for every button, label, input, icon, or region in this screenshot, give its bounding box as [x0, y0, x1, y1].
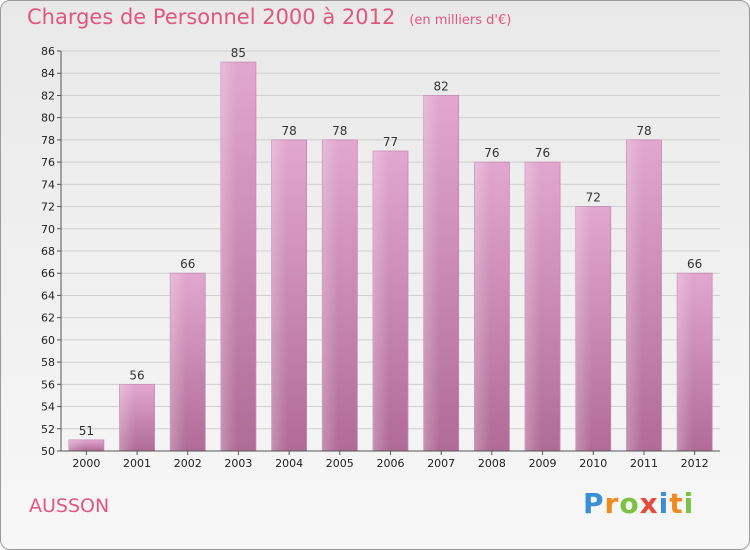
y-tick-label: 64 [41, 289, 55, 302]
bar-highlight [575, 206, 592, 451]
bar-highlight [119, 384, 136, 451]
data-label: 78 [332, 124, 347, 138]
y-tick-label: 72 [41, 201, 55, 214]
bar-highlight [474, 162, 491, 451]
data-label: 66 [687, 257, 702, 271]
y-tick-label: 84 [41, 67, 55, 80]
logo-letter: i [683, 487, 695, 520]
logo-letter: t [669, 487, 684, 520]
x-tick-label: 2006 [377, 457, 405, 470]
bar-highlight [677, 273, 693, 451]
chart-title-text: Charges de Personnel 2000 à 2012 [27, 5, 396, 29]
data-label: 72 [586, 191, 601, 205]
bar-highlight [68, 439, 85, 451]
bar-highlight [525, 162, 541, 451]
y-tick-label: 62 [41, 312, 55, 325]
y-tick-label: 76 [41, 156, 55, 169]
bar-highlight [271, 139, 288, 451]
y-tick-label: 80 [41, 112, 55, 125]
y-tick-label: 52 [41, 423, 55, 436]
y-tick-label: 74 [41, 178, 55, 191]
commune-name: AUSSON [29, 495, 110, 517]
x-tick-label: 2000 [72, 457, 100, 470]
x-tick-label: 2009 [529, 457, 557, 470]
logo-letter: o [619, 487, 640, 520]
bar-highlight [373, 151, 389, 451]
data-label: 78 [281, 124, 296, 138]
data-label: 66 [180, 257, 195, 271]
x-tick-label: 2004 [275, 457, 303, 470]
x-tick-label: 2003 [224, 457, 252, 470]
bar-highlight [626, 139, 643, 451]
bar-highlight [322, 139, 339, 451]
y-tick-label: 56 [41, 378, 55, 391]
y-tick-label: 66 [41, 267, 55, 280]
data-label: 77 [383, 135, 398, 149]
x-tick-label: 2002 [174, 457, 202, 470]
x-tick-label: 2008 [478, 457, 506, 470]
logo-letter: x [639, 487, 659, 520]
logo-letter: r [604, 487, 620, 520]
bar-highlight [170, 273, 186, 451]
y-tick-label: 58 [41, 356, 55, 369]
y-tick-label: 86 [41, 45, 55, 58]
y-tick-label: 82 [41, 89, 55, 102]
data-label: 51 [79, 424, 94, 438]
chart-unit: (en milliers d'€) [409, 13, 512, 28]
x-tick-label: 2007 [427, 457, 455, 470]
bar-highlight [220, 62, 237, 451]
data-label: 82 [434, 79, 449, 93]
y-tick-label: 50 [41, 445, 55, 458]
bar-highlight [423, 95, 440, 451]
logo-letter: P [583, 487, 605, 520]
x-tick-label: 2001 [123, 457, 151, 470]
logo-letter: i [658, 487, 670, 520]
x-tick-label: 2005 [326, 457, 354, 470]
x-tick-label: 2010 [579, 457, 607, 470]
data-label: 85 [231, 46, 246, 60]
y-tick-label: 68 [41, 245, 55, 258]
proxiti-logo: Proxiti [583, 487, 694, 520]
data-label: 76 [535, 146, 550, 160]
chart-title: Charges de Personnel 2000 à 2012 (en mill… [27, 5, 511, 29]
data-label: 56 [129, 368, 144, 382]
y-tick-label: 70 [41, 223, 55, 236]
y-tick-label: 60 [41, 334, 55, 347]
x-tick-label: 2012 [681, 457, 709, 470]
y-tick-label: 54 [41, 401, 55, 414]
y-tick-label: 78 [41, 134, 55, 147]
data-label: 78 [636, 124, 651, 138]
x-tick-label: 2011 [630, 457, 658, 470]
data-label: 76 [484, 146, 499, 160]
